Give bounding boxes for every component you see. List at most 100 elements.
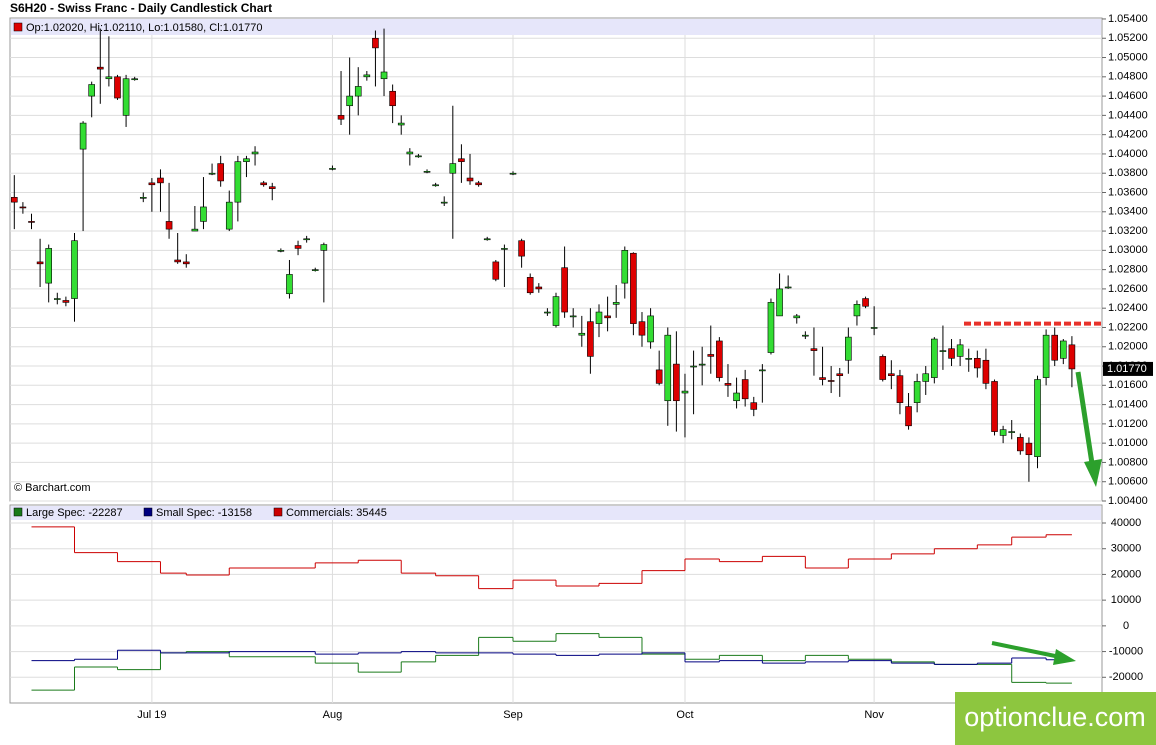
legend-label: Large Spec: -22287 [26,507,123,519]
y-tick-label: 1.04600 [1108,90,1148,102]
x-tick-label: Jul 19 [137,709,166,721]
candle-body [836,373,844,376]
candle-body [612,302,620,305]
x-tick-label: Oct [676,709,693,721]
candle-body [260,182,267,186]
candle-body [913,381,921,403]
watermark-box [955,692,1156,745]
candle-body [329,168,336,170]
candle-body [759,369,766,372]
candle-body [320,244,328,251]
legend-label: Commercials: 35445 [286,507,387,519]
candle-body [905,406,912,427]
candle-body [922,373,930,382]
y-tick-label: 1.03600 [1108,186,1148,198]
y-tick-label: 1.02600 [1108,283,1148,295]
candle-body [389,90,396,107]
candle-body [681,390,689,394]
candle-body [466,177,474,182]
candle-body [819,377,826,380]
legend-swatch [13,22,23,32]
candle-body [655,369,663,384]
candle-body [415,155,422,158]
arrow [991,641,1061,659]
candle-body [724,383,732,386]
y-tick-label: -20000 [1109,671,1143,683]
candle-body [62,300,70,303]
candle-body [690,365,697,368]
candle-body [10,197,18,203]
legend-label: Small Spec: -13158 [156,507,252,519]
y-tick-label: 1.05000 [1108,51,1148,63]
candle-body [1068,344,1076,370]
arrow-head [1084,459,1102,487]
candle-body [277,250,285,252]
candle-body [733,392,740,402]
candle-body [604,315,611,319]
candle-body [208,172,216,175]
candle-body [483,238,491,241]
candle-body [294,245,302,249]
candle-body [225,201,233,230]
candle-body [234,161,242,203]
candle-body [432,184,439,187]
y-tick-label: 1.03400 [1108,206,1148,218]
candle-body [337,115,345,120]
candle-body [974,358,981,369]
candle-body [767,302,775,353]
legend-strip [11,19,1101,35]
y-tick-label: 1.03000 [1108,244,1148,256]
candle-body [518,240,525,257]
y-tick-label: 1.01400 [1108,398,1148,410]
candle-body [346,95,353,107]
y-tick-label: 1.02800 [1108,264,1148,276]
candle-body [53,298,61,300]
candle-body [638,321,646,336]
y-tick-label: 1.00600 [1108,476,1148,488]
candle-body [982,359,990,384]
candle-body [802,334,809,337]
candle-body [965,358,973,360]
candle-body [105,76,113,80]
y-tick-label: 1.02400 [1108,302,1148,314]
candle-body [88,84,95,97]
y-tick-label: 1.02200 [1108,321,1148,333]
ohlc-legend: Op:1.02020, Hi:1.02110, Lo:1.01580, Cl:1… [26,22,262,34]
candle-body [569,315,577,318]
candle-body [535,286,543,290]
candle-body [71,240,78,299]
x-tick-label: Aug [323,709,343,721]
candle-body [1060,340,1067,359]
candle-body [939,350,947,352]
candle-body [698,363,706,366]
candle-body [28,221,35,223]
candle-body [827,380,835,382]
candle-body [552,296,560,326]
candle-body [896,375,904,403]
y-tick-label: 1.04200 [1108,129,1148,141]
candle-body [707,354,715,357]
watermark: optionclue.com [964,702,1146,732]
candle-body [131,78,138,81]
candle-body [191,228,199,232]
y-tick-label: 1.05400 [1108,13,1148,25]
y-tick-label: 0 [1123,620,1129,632]
candle-body [621,250,629,284]
arrow [1075,371,1096,471]
y-tick-label: 10000 [1111,594,1142,606]
candle-body [630,252,637,324]
y-tick-label: 1.00400 [1108,495,1148,507]
candle-body [509,172,517,175]
candle-body [595,311,603,324]
candle-body [948,348,955,359]
candle-body [578,332,586,336]
candle-body [991,381,998,432]
candle-body [647,315,654,343]
last-price-label: 1.01770 [1107,363,1147,375]
y-tick-label: 1.03800 [1108,167,1148,179]
legend-swatch [143,507,153,517]
y-tick-label: 1.04800 [1108,71,1148,83]
candle-body [148,182,156,186]
y-tick-label: 1.02000 [1108,341,1148,353]
candle-body [19,206,27,209]
